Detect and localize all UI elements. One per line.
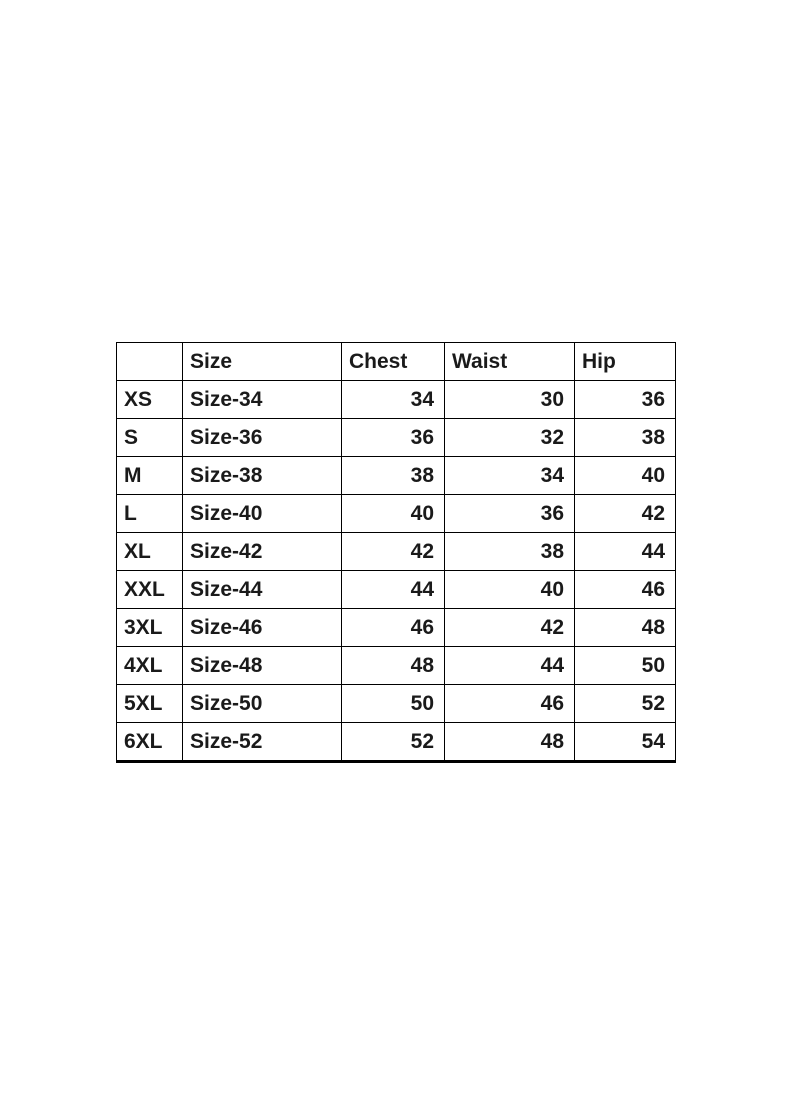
size-cell: Size-46 <box>182 608 342 647</box>
chest-cell: 48 <box>341 646 445 685</box>
table-row: M Size-38 38 34 40 <box>116 456 676 495</box>
chest-cell: 44 <box>341 570 445 609</box>
hip-cell: 46 <box>574 570 676 609</box>
hip-cell: 50 <box>574 646 676 685</box>
hip-cell: 48 <box>574 608 676 647</box>
row-label-cell: S <box>116 418 183 457</box>
waist-cell: 42 <box>444 608 575 647</box>
chest-cell: 50 <box>341 684 445 723</box>
chest-cell: 34 <box>341 380 445 419</box>
table-row: S Size-36 36 32 38 <box>116 418 676 457</box>
size-cell: Size-50 <box>182 684 342 723</box>
size-cell: Size-48 <box>182 646 342 685</box>
size-chart-container: Size Chest Waist Hip XS Size-34 34 30 36… <box>116 342 676 763</box>
waist-cell: 48 <box>444 722 575 763</box>
table-row: XS Size-34 34 30 36 <box>116 380 676 419</box>
row-label-cell: L <box>116 494 183 533</box>
table-row: L Size-40 40 36 42 <box>116 494 676 533</box>
table-row: XL Size-42 42 38 44 <box>116 532 676 571</box>
row-label-cell: 4XL <box>116 646 183 685</box>
size-cell: Size-42 <box>182 532 342 571</box>
hip-cell: 40 <box>574 456 676 495</box>
waist-cell: 40 <box>444 570 575 609</box>
waist-cell: 46 <box>444 684 575 723</box>
chest-cell: 38 <box>341 456 445 495</box>
size-cell: Size-44 <box>182 570 342 609</box>
waist-cell: 44 <box>444 646 575 685</box>
chest-cell: 46 <box>341 608 445 647</box>
hip-cell: 36 <box>574 380 676 419</box>
header-cell-chest: Chest <box>341 342 445 381</box>
waist-cell: 36 <box>444 494 575 533</box>
row-label-cell: XS <box>116 380 183 419</box>
row-label-cell: XXL <box>116 570 183 609</box>
hip-cell: 44 <box>574 532 676 571</box>
row-label-cell: 6XL <box>116 722 183 763</box>
size-chart-table: Size Chest Waist Hip XS Size-34 34 30 36… <box>116 342 676 763</box>
waist-cell: 32 <box>444 418 575 457</box>
hip-cell: 52 <box>574 684 676 723</box>
size-cell: Size-36 <box>182 418 342 457</box>
waist-cell: 30 <box>444 380 575 419</box>
size-cell: Size-34 <box>182 380 342 419</box>
header-cell-size: Size <box>182 342 342 381</box>
size-cell: Size-38 <box>182 456 342 495</box>
table-header: Size Chest Waist Hip <box>116 342 676 381</box>
waist-cell: 38 <box>444 532 575 571</box>
hip-cell: 54 <box>574 722 676 763</box>
header-cell-waist: Waist <box>444 342 575 381</box>
chest-cell: 36 <box>341 418 445 457</box>
size-cell: Size-40 <box>182 494 342 533</box>
waist-cell: 34 <box>444 456 575 495</box>
header-row: Size Chest Waist Hip <box>116 342 676 381</box>
row-label-cell: 5XL <box>116 684 183 723</box>
chest-cell: 52 <box>341 722 445 763</box>
table-row: 6XL Size-52 52 48 54 <box>116 722 676 763</box>
hip-cell: 38 <box>574 418 676 457</box>
table-row: 5XL Size-50 50 46 52 <box>116 684 676 723</box>
row-label-cell: 3XL <box>116 608 183 647</box>
table-row: 3XL Size-46 46 42 48 <box>116 608 676 647</box>
table-row: 4XL Size-48 48 44 50 <box>116 646 676 685</box>
row-label-cell: XL <box>116 532 183 571</box>
chest-cell: 42 <box>341 532 445 571</box>
header-cell-blank <box>116 342 183 381</box>
table-body: XS Size-34 34 30 36 S Size-36 36 32 38 M… <box>116 380 676 763</box>
header-cell-hip: Hip <box>574 342 676 381</box>
table-row: XXL Size-44 44 40 46 <box>116 570 676 609</box>
row-label-cell: M <box>116 456 183 495</box>
hip-cell: 42 <box>574 494 676 533</box>
size-cell: Size-52 <box>182 722 342 763</box>
chest-cell: 40 <box>341 494 445 533</box>
